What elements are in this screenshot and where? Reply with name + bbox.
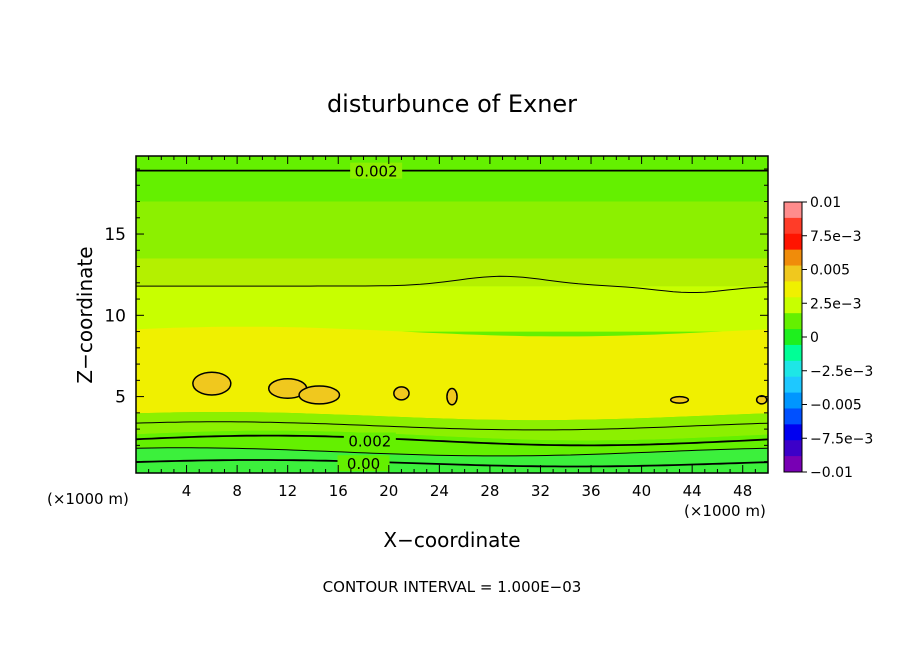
colorbar-cell (784, 281, 802, 298)
x-tick-label: 12 (278, 482, 297, 500)
colorbar-cell (784, 202, 802, 219)
colorbar-cell (784, 424, 802, 441)
axis-ticks (136, 156, 768, 473)
x-tick-label: 4 (182, 482, 192, 500)
colorbar: 0.01 7.5e−3 0.005 2.5e−3 0 −2.5e−3 −0.005 −7.5e… (783, 195, 873, 481)
colorbar-cell (784, 265, 802, 282)
x-tick-label: 36 (581, 482, 600, 500)
colorbar-labels: 0.01 7.5e−3 0.005 2.5e−3 0 −2.5e−3 −0.005 −7.5e… (802, 195, 873, 481)
contour-band (136, 286, 768, 332)
contour-blob (446, 387, 458, 406)
contour-line (135, 459, 769, 468)
colorbar-cell (784, 249, 802, 267)
contour-blob (298, 385, 341, 405)
colorbar-cell (784, 440, 802, 457)
colorbar-cell (784, 360, 802, 378)
colorbar-cell (784, 217, 802, 235)
colorbar-label: 0.005 (810, 263, 850, 279)
chart-title: disturbunce of Exner (327, 90, 577, 118)
contour-label: 0.002 (348, 432, 391, 450)
colorbar-cell (784, 344, 802, 362)
colorbar-cell (784, 297, 802, 314)
contour-label-bg (343, 432, 396, 449)
colorbar-cell (784, 233, 802, 251)
contour-band (136, 412, 768, 441)
contour-line (135, 434, 769, 447)
colorbar-label: −2.5e−3 (810, 364, 873, 380)
x-unit-right: (×1000 m) (684, 502, 766, 520)
y-tick-label: 5 (115, 388, 126, 408)
x-tick-label: 44 (683, 482, 702, 500)
colorbar-cell (784, 329, 802, 346)
x-tick-labels: 4 8 12 16 20 24 28 32 36 40 44 48 (182, 482, 752, 500)
x-tick-label: 28 (480, 482, 499, 500)
colorbar-cell (784, 456, 802, 473)
y-axis-label: Z−coordinate (73, 246, 97, 383)
colorbar-label: 0.01 (810, 195, 841, 211)
contour-blob (393, 386, 410, 401)
contour-blob (755, 395, 768, 405)
x-unit-left: (×1000 m) (47, 490, 129, 508)
colorbar-cell (784, 392, 802, 409)
y-tick-label: 10 (104, 306, 126, 326)
y-tick-label: 15 (104, 225, 126, 245)
colorbar-label: −7.5e−3 (810, 431, 873, 447)
contour-label: 0.00 (347, 455, 380, 473)
x-tick-label: 48 (733, 482, 752, 500)
colorbar-cell (784, 313, 802, 330)
colorbar-label: −0.01 (810, 465, 853, 481)
y-tick-labels: 5 10 15 (104, 225, 126, 408)
filled-contours (136, 201, 768, 473)
colorbar-cell (784, 408, 802, 425)
contour-line (135, 421, 769, 431)
contour-interval-note: CONTOUR INTERVAL = 1.000E−03 (323, 578, 582, 596)
contour-blob (192, 371, 232, 396)
x-tick-label: 16 (329, 482, 348, 500)
colorbar-label: 0 (810, 330, 819, 346)
contour-label: 0.002 (355, 163, 398, 181)
contour-label-bg (350, 162, 403, 179)
contour-band (136, 258, 768, 287)
x-axis-label: X−coordinate (383, 528, 520, 552)
plot-area: 0.002 0.002 0.00 (135, 155, 769, 474)
contour-line (136, 275, 769, 293)
x-tick-label: 40 (632, 482, 651, 500)
x-tick-label: 32 (531, 482, 550, 500)
contour-labels: 0.002 0.002 0.00 (337, 162, 403, 473)
x-tick-label: 20 (379, 482, 398, 500)
contour-blob (669, 395, 690, 404)
colorbar-cells (784, 202, 802, 473)
contour-line (135, 447, 769, 457)
x-tick-label: 24 (430, 482, 449, 500)
colorbar-cell (784, 376, 802, 394)
x-tick-label: 8 (232, 482, 242, 500)
colorbar-label: 2.5e−3 (810, 296, 862, 312)
contour-band (136, 326, 768, 421)
contour-band (136, 201, 768, 259)
contour-lines (135, 169, 769, 468)
colorbar-label: 7.5e−3 (810, 229, 862, 245)
contour-label-bg (337, 455, 390, 472)
colorbar-label: −0.005 (810, 398, 862, 414)
